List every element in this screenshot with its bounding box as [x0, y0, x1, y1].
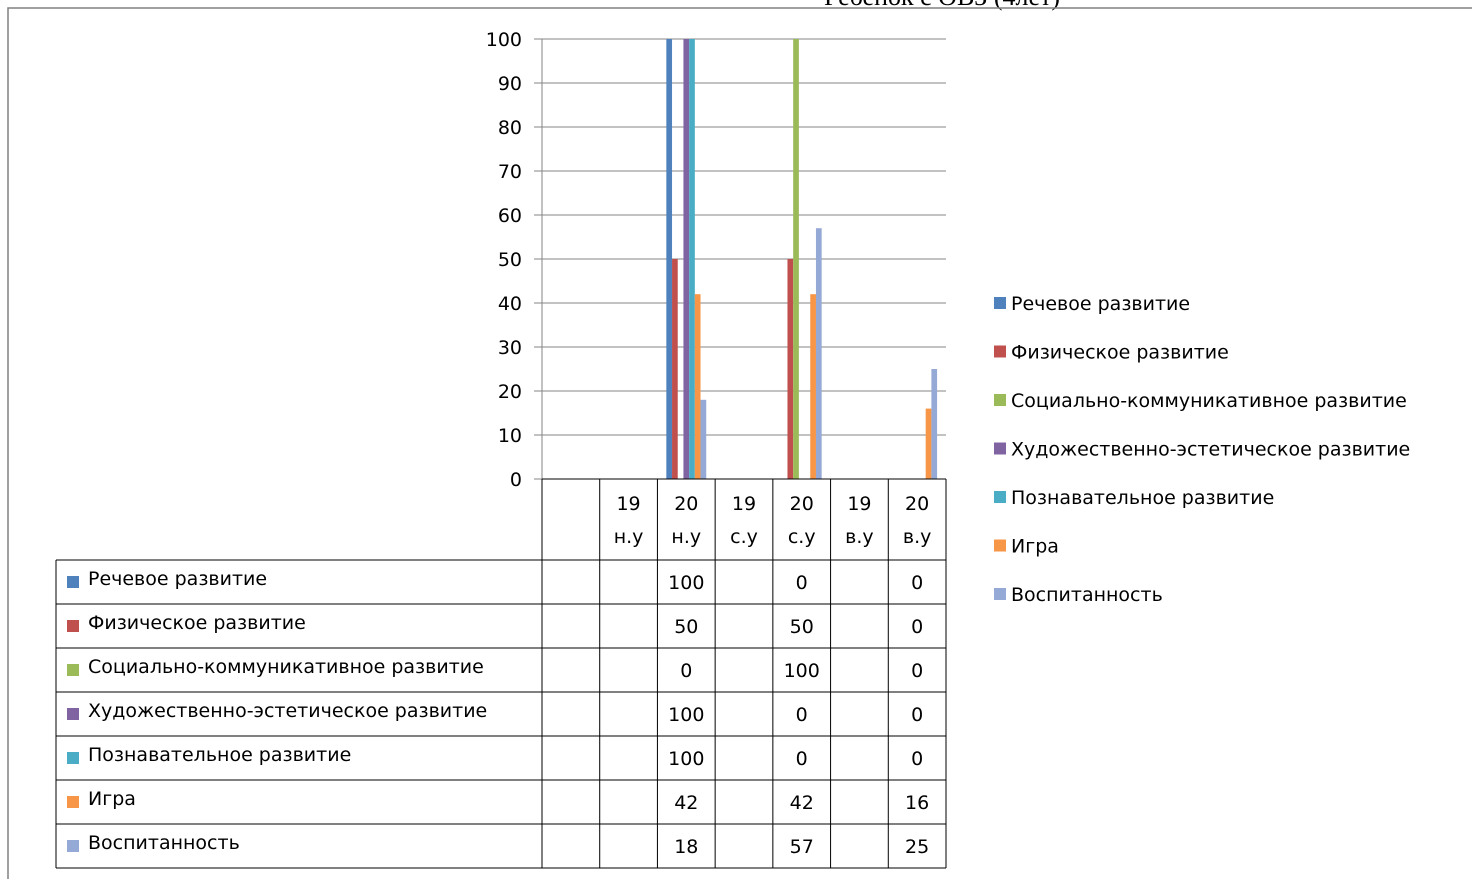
- table-value: 16: [905, 792, 929, 814]
- table-value: 100: [784, 660, 820, 682]
- bar: [926, 409, 932, 479]
- table-value: 50: [790, 616, 814, 638]
- table-series-name: Физическое развитие: [88, 612, 306, 634]
- table-value: 50: [674, 616, 698, 638]
- table-value: 25: [905, 836, 929, 858]
- y-tick-label: 70: [498, 161, 522, 183]
- bar: [793, 39, 799, 479]
- bar: [683, 39, 689, 479]
- category-label: 20: [905, 493, 929, 515]
- table-value: 0: [796, 704, 808, 726]
- y-tick-label: 60: [498, 205, 522, 227]
- table-value: 0: [911, 616, 923, 638]
- table-series-name: Познавательное развитие: [88, 744, 351, 766]
- table-legend-key: [67, 620, 79, 632]
- category-label: 19: [847, 493, 871, 515]
- legend-entry: Игра: [1011, 536, 1059, 558]
- category-label: 20: [674, 493, 698, 515]
- table-value: 0: [796, 572, 808, 594]
- legend-entry: Воспитанность: [1011, 584, 1163, 606]
- bar: [689, 39, 695, 479]
- table-legend-key: [67, 664, 79, 676]
- bar: [672, 259, 678, 479]
- table-value: 0: [911, 660, 923, 682]
- legend-key: [994, 540, 1006, 552]
- table-legend-key: [67, 840, 79, 852]
- table-value: 0: [911, 704, 923, 726]
- table-value: 18: [674, 836, 698, 858]
- legend-entry: Речевое развитие: [1011, 293, 1190, 315]
- bar: [787, 259, 793, 479]
- table-legend-key: [67, 708, 79, 720]
- legend-entry: Физическое развитие: [1011, 342, 1229, 364]
- category-label: 19: [732, 493, 756, 515]
- category-label: 20: [790, 493, 814, 515]
- table-legend-key: [67, 576, 79, 588]
- bar: [810, 294, 816, 479]
- table-value: 100: [668, 748, 704, 770]
- table-series-name: Социально-коммуникативное развитие: [88, 656, 484, 678]
- table-value: 0: [796, 748, 808, 770]
- category-label: 19: [616, 493, 640, 515]
- category-label: в.у: [903, 526, 931, 548]
- category-label: с.у: [730, 526, 758, 548]
- y-tick-label: 20: [498, 381, 522, 403]
- y-tick-label: 50: [498, 249, 522, 271]
- table-value: 42: [674, 792, 698, 814]
- table-value: 100: [668, 572, 704, 594]
- y-tick-label: 100: [486, 29, 522, 51]
- table-value: 42: [790, 792, 814, 814]
- table-series-name: Игра: [88, 788, 136, 810]
- legend-key: [994, 588, 1006, 600]
- y-tick-label: 30: [498, 337, 522, 359]
- y-tick-label: 10: [498, 425, 522, 447]
- legend-key: [994, 491, 1006, 503]
- table-legend-key: [67, 752, 79, 764]
- legend-entry: Художественно-эстетическое развитие: [1011, 439, 1410, 461]
- category-label: в.у: [845, 526, 873, 548]
- y-tick-label: 90: [498, 73, 522, 95]
- bar: [931, 369, 937, 479]
- y-tick-label: 80: [498, 117, 522, 139]
- table-value: 0: [680, 660, 692, 682]
- bar: [701, 400, 707, 479]
- y-tick-label: 40: [498, 293, 522, 315]
- legend-entry: Социально-коммуникативное развитие: [1011, 390, 1407, 412]
- table-legend-key: [67, 796, 79, 808]
- bar: [816, 228, 822, 479]
- bar: [666, 39, 672, 479]
- table-value: 0: [911, 748, 923, 770]
- table-value: 57: [790, 836, 814, 858]
- legend-key: [994, 346, 1006, 358]
- bar: [695, 294, 701, 479]
- table-series-name: Воспитанность: [88, 832, 240, 854]
- y-tick-label: 0: [510, 469, 522, 491]
- legend-key: [994, 394, 1006, 406]
- category-label: н.у: [614, 526, 644, 548]
- table-series-name: Художественно-эстетическое развитие: [88, 700, 487, 722]
- legend-entry: Познавательное развитие: [1011, 487, 1274, 509]
- category-label: с.у: [788, 526, 816, 548]
- table-value: 0: [911, 572, 923, 594]
- legend-key: [994, 297, 1006, 309]
- legend-key: [994, 443, 1006, 455]
- table-series-name: Речевое развитие: [88, 568, 267, 590]
- table-value: 100: [668, 704, 704, 726]
- category-label: н.у: [671, 526, 701, 548]
